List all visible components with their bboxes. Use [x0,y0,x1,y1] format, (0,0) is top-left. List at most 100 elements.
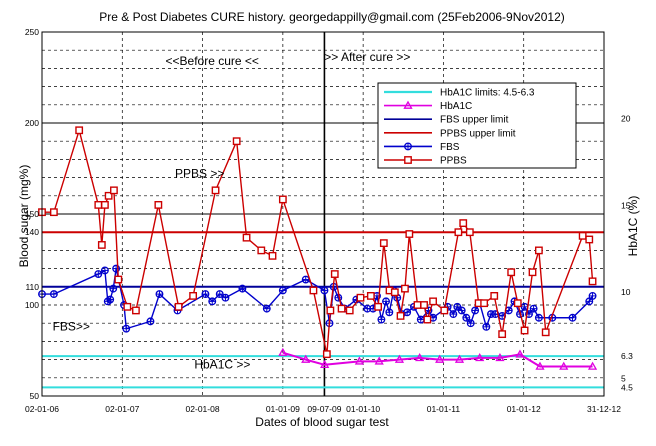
ppbs-point [211,186,220,195]
legend: HbA1C limits: 4.5-6.3 HbA1C FBS upper limi… [377,82,577,169]
ppbs-point [396,312,405,320]
ppbs-point [242,233,251,242]
ppbs-point [232,137,241,146]
series-layer [38,126,598,370]
x-tick-label: 01-01-11 [427,404,461,414]
axis-layer: 02-01-06 02-01-07 02-01-08 01-01-09 09-07-09… [25,27,633,414]
y2-tick-label: 4.5 [621,382,633,392]
x-tick-label: 02-01-06 [25,404,59,414]
annotation-layer: <<Before cure << >> After cure >> PPBS >> F… [53,50,411,372]
annotation-text: HbA1C >> [194,358,250,372]
hba1c-point [435,354,445,363]
ppbs-point [507,268,516,277]
annotation-text: <<Before cure << [166,54,259,68]
ppbs-point [123,302,132,311]
annotation-text: PPBS >> [175,167,224,181]
hba1c-line [282,351,593,368]
ppbs-point [94,200,103,209]
legend-label: HbA1C [440,101,472,112]
hba1c-series [278,347,598,370]
y-tick-label: 150 [25,209,39,219]
y2-tick-label: 10 [621,287,631,297]
legend-label: HbA1C limits: 4.5-6.3 [440,88,535,99]
ppbs-point [404,156,412,164]
ppbs-point [405,230,414,238]
ppbs-point [132,306,140,315]
legend-item-fbs: FBS [384,142,460,153]
hba1c-point [301,354,311,363]
hba1c-point [374,356,384,365]
ppbs-point [390,288,399,297]
y-tick-label: 140 [25,227,39,237]
ppbs-point [528,268,537,277]
ppbs-point [104,191,113,200]
x-tick-label: 02-01-08 [186,404,220,414]
ppbs-point [337,304,346,313]
ppbs-point [189,292,198,300]
ppbs-point [49,208,58,217]
x-tick-label: 09-07-09 [307,404,341,414]
legend-label: FBS [440,142,460,153]
legend-label: FBS upper limit [440,115,509,126]
ppbs-point [498,330,507,339]
ppbs-point [278,195,287,204]
y-tick-label: 50 [30,391,40,401]
ppbs-point [454,228,463,237]
hba1c-point [415,352,425,362]
y-tick-label: 110 [25,282,39,292]
x-tick-label: 02-01-07 [105,404,139,414]
ppbs-point [75,126,84,135]
x-tick-label: 01-01-09 [266,404,300,414]
ppbs-point [420,301,428,309]
ppbs-series [38,126,597,359]
legend-label: PPBS upper limit [440,128,516,139]
y2-tick-label: 6.3 [621,351,633,361]
legend-item-hba1c_limit: HbA1C limits: 4.5-6.3 [384,88,535,99]
ppbs-point [322,350,331,359]
ppbs-point [513,299,522,308]
ppbs-point [326,306,335,315]
ppbs-point [97,241,106,249]
ppbs-point [268,251,277,260]
ppbs-point [379,239,388,248]
x-tick-label: 31-12-12 [587,404,621,414]
ppbs-point [440,306,449,315]
ppbs-point [459,219,468,227]
ppbs-point [490,292,499,300]
ppbs-point [330,270,339,278]
hba1c-point [515,349,525,358]
ppbs-point [588,277,597,286]
ppbs-point [465,228,474,237]
ppbs-point [585,235,594,244]
y2-tick-label: 15 [621,200,631,210]
plot-frame [41,31,605,397]
hba1c-point [535,361,545,370]
y-tick-label: 100 [25,300,39,310]
ppbs-point [429,297,437,306]
ppbs-point [345,306,354,315]
chart-title: Pre & Post Diabetes CURE history. george… [99,10,565,24]
y2-tick-label: 20 [621,114,631,124]
hba1c-point [354,356,365,365]
ppbs-point [413,301,422,309]
y2-tick-label: 5 [621,374,626,384]
hba1c-point [278,347,288,356]
ppbs-point [374,302,383,311]
legend-item-hba1c: HbA1C [384,100,472,112]
hba1c-point [559,361,569,370]
ppbs-point [480,299,489,308]
annotation-text: >> After cure >> [324,50,410,64]
hba1c-point [475,352,485,362]
y2-axis-label: HbA1C (%) [626,196,640,257]
x-tick-label: 01-01-10 [346,404,380,414]
legend-item-ppbs: PPBS [384,156,467,167]
y-tick-label: 250 [25,27,39,37]
x-tick-label: 01-01-12 [507,404,541,414]
x-axis-label: Dates of blood sugar test [255,415,389,429]
ppbs-point [257,246,266,255]
ppbs-point [174,302,183,311]
y-axis-label: Blood sugar (mg%) [17,165,31,268]
legend-item-ppbs_limit: PPBS upper limit [384,128,516,139]
